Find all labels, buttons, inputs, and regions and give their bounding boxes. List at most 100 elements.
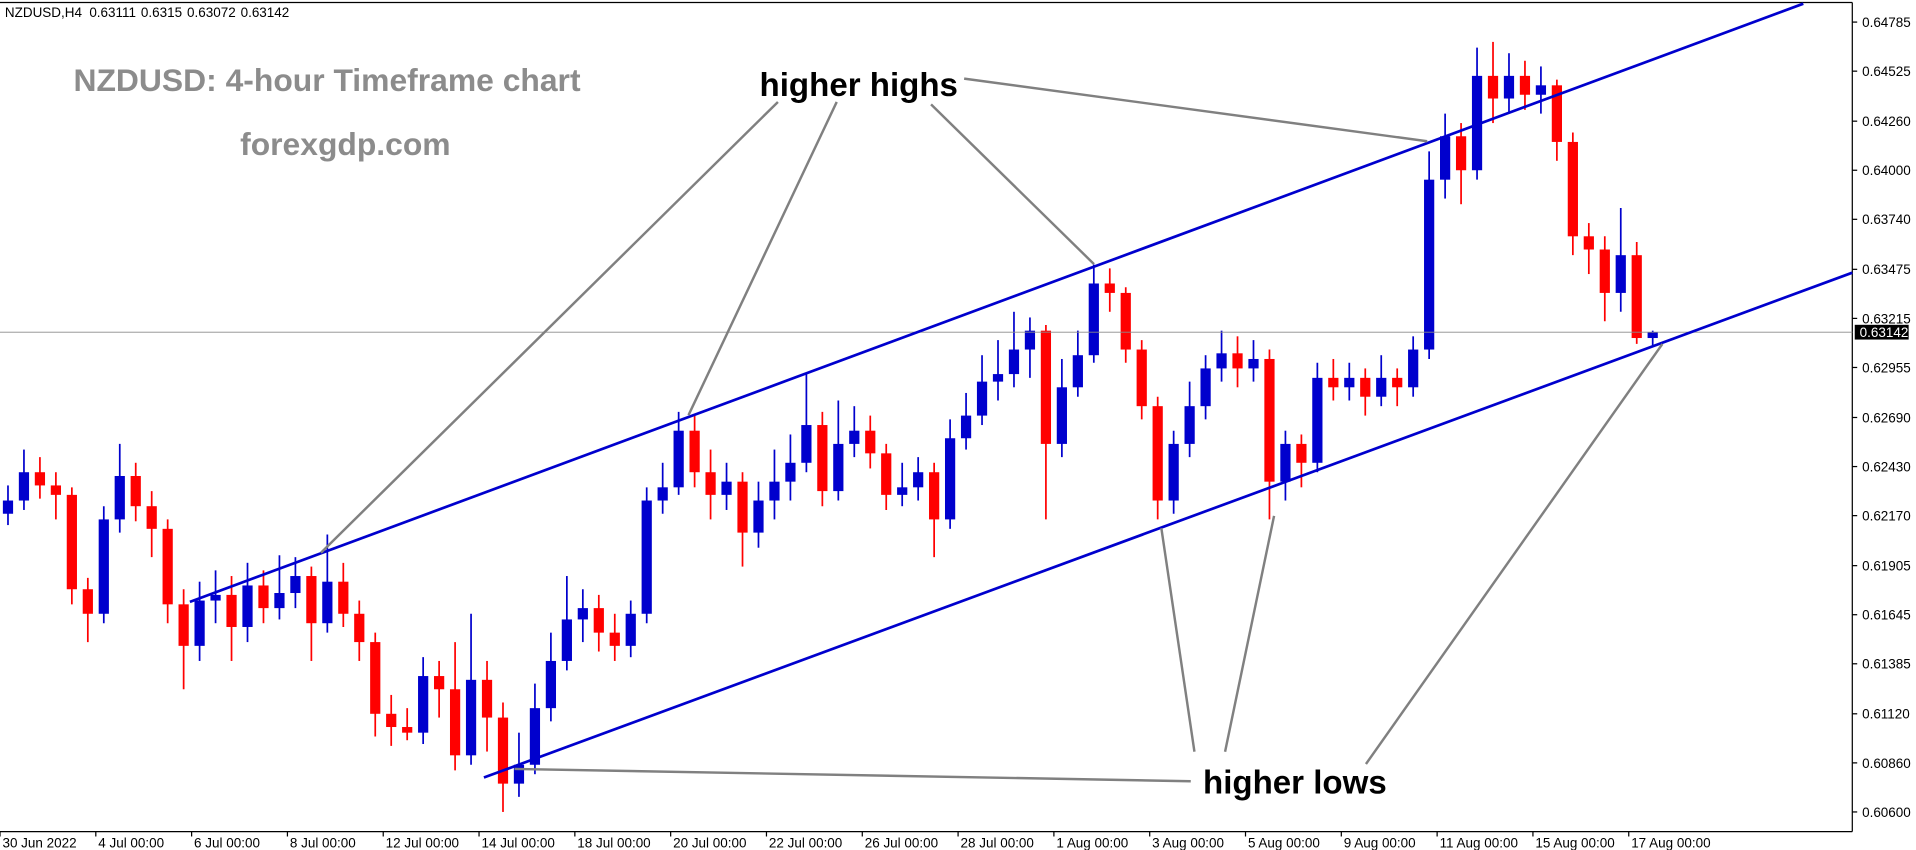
candle-body	[1232, 353, 1243, 369]
candle-body	[1424, 179, 1435, 350]
candle-body	[50, 485, 61, 495]
pointer	[1364, 343, 1664, 765]
candle-body	[929, 472, 940, 520]
candle-body	[338, 581, 349, 614]
candle-body	[322, 581, 333, 624]
candle-body	[1312, 377, 1323, 463]
candle-body	[1248, 358, 1259, 369]
price-tag	[1854, 324, 1909, 340]
y-tick-label: 0.61120	[1862, 707, 1910, 722]
y-tick-label: 0.63215	[1862, 311, 1911, 326]
candle-body	[960, 415, 972, 439]
high-value: 0.6315	[141, 5, 182, 20]
chart-subtitle: forexgdp.com	[240, 126, 450, 162]
close-value: 0.63142	[241, 5, 290, 20]
candle-body	[849, 430, 860, 444]
candle-body	[1583, 236, 1594, 250]
x-tick-label: 6 Jul 00:00	[194, 836, 260, 850]
y-tick-label: 0.62690	[1862, 410, 1911, 425]
candle-body	[944, 438, 956, 520]
candle-body	[1615, 255, 1626, 293]
candle-body	[1440, 136, 1451, 180]
y-tick-label: 0.61645	[1862, 608, 1911, 623]
pointer	[963, 77, 1428, 143]
candle-body	[673, 430, 684, 488]
candle-body	[418, 676, 429, 733]
header: NZDUSD,H4 0.63111 0.6315 0.63072 0.63142	[5, 5, 289, 20]
candle-body	[1551, 85, 1562, 142]
candle-body	[465, 679, 477, 756]
candle-body	[1392, 377, 1403, 388]
low-value: 0.63072	[187, 5, 236, 20]
candle-body	[1360, 377, 1371, 397]
candle-body	[370, 642, 381, 714]
candle-body	[609, 632, 620, 646]
candle-body	[1328, 377, 1339, 388]
x-tick-label: 1 Aug 00:00	[1056, 836, 1128, 850]
candle-body	[1280, 443, 1291, 482]
candle-body	[992, 374, 1004, 382]
candle-body	[1120, 292, 1131, 350]
y-tick-label: 0.60860	[1862, 756, 1911, 771]
candle-body	[274, 593, 285, 609]
pointer	[930, 103, 1095, 265]
candle-body	[290, 576, 301, 594]
lower-channel	[483, 271, 1853, 779]
y-tick-label: 0.63740	[1862, 212, 1911, 227]
candle-body	[210, 594, 221, 601]
candle-body	[897, 487, 908, 495]
candle-body	[1168, 443, 1179, 501]
candle-body	[1040, 330, 1052, 444]
x-tick-label: 18 Jul 00:00	[577, 836, 650, 850]
candle-body	[1008, 349, 1020, 375]
symbol: NZDUSD,H4	[5, 5, 83, 20]
candle-body	[1408, 349, 1419, 388]
candle-body	[1152, 406, 1163, 501]
candle-body	[242, 585, 253, 627]
pointer	[687, 101, 838, 416]
candle-body	[1487, 75, 1499, 99]
candle-body	[1519, 75, 1531, 95]
candle-body	[689, 430, 700, 473]
candle-body	[18, 472, 30, 501]
candle-body	[593, 608, 604, 633]
candle-body	[545, 660, 557, 709]
pointer	[320, 101, 779, 554]
y-tick-label: 0.62170	[1862, 509, 1911, 524]
candle-body	[865, 430, 876, 454]
candle-body	[497, 717, 509, 784]
candle-body	[1455, 136, 1467, 171]
x-tick-label: 11 Aug 00:00	[1440, 836, 1518, 850]
candle-body	[178, 604, 189, 646]
annotation: higher highs	[760, 67, 958, 104]
candle-body	[753, 500, 764, 533]
candle-body	[82, 589, 93, 614]
candle-body	[657, 487, 668, 501]
pointer	[514, 767, 1191, 783]
candle-body	[1088, 283, 1099, 356]
candle-body	[625, 613, 636, 646]
candle-body	[226, 594, 237, 627]
candle-body	[1535, 85, 1547, 95]
x-tick-label: 14 Jul 00:00	[481, 836, 554, 850]
candle-body	[1376, 377, 1387, 397]
x-tick-label: 4 Jul 00:00	[98, 836, 164, 850]
candle-body	[386, 713, 397, 728]
candle-body	[146, 506, 157, 529]
candle-body	[162, 528, 173, 605]
candle-body	[1024, 330, 1036, 350]
x-tick-label: 5 Aug 00:00	[1248, 836, 1320, 850]
candle-body	[1631, 255, 1642, 339]
candle-body	[817, 425, 828, 492]
x-tick-label: 17 Aug 00:00	[1631, 836, 1710, 850]
x-tick-label: 8 Jul 00:00	[290, 836, 356, 850]
candle-body	[513, 764, 525, 784]
y-tick-label: 0.64785	[1862, 15, 1911, 30]
candle-body	[1184, 406, 1195, 444]
candle-body	[402, 727, 413, 733]
candle-body	[114, 475, 125, 520]
candle-body	[194, 600, 205, 646]
candle-body	[705, 472, 716, 495]
candle-body	[130, 475, 141, 507]
